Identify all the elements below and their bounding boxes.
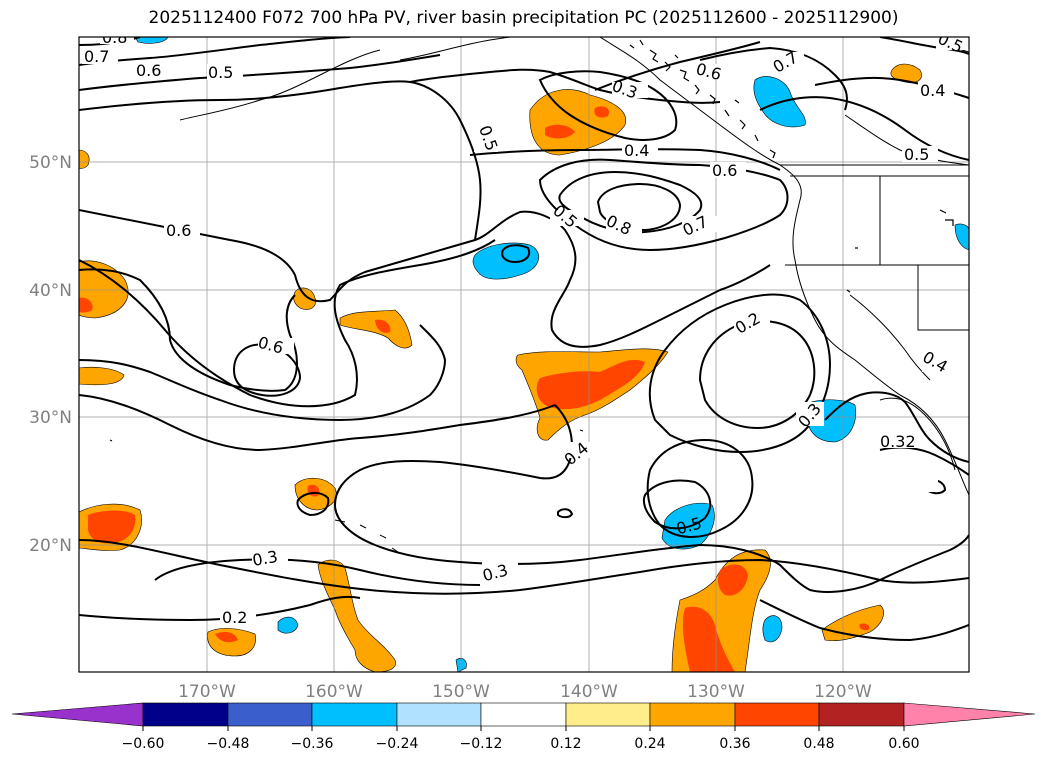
precip-area: [717, 564, 748, 596]
colorbar-segment: [480, 702, 567, 727]
precip-area: [682, 606, 735, 672]
precip-area: [472, 242, 539, 280]
lat-label: 50°N: [29, 153, 72, 173]
contour-label: 0.4: [920, 81, 945, 100]
contour-label: 0.5: [904, 145, 929, 164]
lat-label: 40°N: [29, 281, 72, 301]
precip-area: [277, 616, 299, 634]
lat-label: 30°N: [29, 408, 72, 428]
precip-area: [859, 623, 870, 631]
lon-label: 150°W: [432, 682, 490, 702]
precip-area: [339, 309, 413, 349]
contour-label: 0.6: [712, 161, 737, 180]
lon-label: 140°W: [560, 682, 618, 702]
precip-area: [536, 359, 645, 410]
contour-label: 0.8: [102, 28, 127, 47]
precip-area: [545, 124, 575, 139]
map-area: 0.8 0.7 0.6 0.5 0.5 0.3 0.6 0.7 0.4 0.5 …: [79, 28, 969, 672]
colorbar-segment: [396, 702, 482, 727]
lon-label: 160°W: [305, 682, 363, 702]
map-title: 2025112400 F072 700 hPa PV, river basin …: [148, 8, 899, 28]
colorbar-segment: [734, 702, 820, 727]
contour-label: 0.6: [166, 221, 191, 240]
precip-area: [207, 628, 256, 657]
precip-area: [79, 366, 125, 386]
colorbar-tick-label: 0.24: [634, 736, 665, 752]
contour-label: 0.6: [136, 61, 161, 80]
lon-label: 130°W: [687, 682, 745, 702]
map-frame: [78, 36, 970, 673]
precip-area: [762, 615, 783, 643]
colorbar: [11, 702, 1036, 727]
colorbar-segment: [649, 702, 736, 727]
precip-area: [88, 510, 136, 544]
colorbar-ticks: [142, 726, 905, 731]
contour-label: 0.6: [694, 59, 724, 84]
contour-label: 0.4: [624, 141, 649, 160]
colorbar-segment: [311, 702, 398, 727]
precip-area: [79, 297, 93, 313]
lon-label: 170°W: [178, 682, 236, 702]
precip-area: [954, 223, 969, 251]
precip-area: [529, 89, 627, 156]
pv-contours: [79, 37, 969, 642]
colorbar-extend-low: [11, 702, 144, 727]
colorbar-tick-label: −0.36: [291, 736, 334, 752]
colorbar-segment: [565, 702, 651, 727]
graticule: [79, 37, 969, 672]
contour-label: 0.3: [251, 547, 279, 570]
contour-label: 0.7: [84, 47, 109, 66]
colorbar-tick-label: −0.48: [207, 736, 250, 752]
colorbar-segment: [227, 702, 313, 727]
colorbar-extend-high: [903, 702, 1036, 727]
contour-label: 0.4: [919, 347, 951, 376]
contour-label: 0.32: [880, 432, 916, 451]
colorbar-tick-label: −0.12: [460, 736, 503, 752]
coastlines: [109, 37, 969, 553]
latitude-labels: 50°N 40°N 30°N 20°N: [29, 153, 72, 556]
colorbar-tick-label: 0.48: [803, 736, 834, 752]
colorbar-labels: −0.60 −0.48 −0.36 −0.24 −0.12 0.12 0.24 …: [122, 736, 920, 752]
colorbar-segment: [818, 702, 905, 727]
contour-label: 0.8: [603, 211, 634, 239]
lat-label: 20°N: [29, 536, 72, 556]
longitude-labels: 170°W 160°W 150°W 140°W 130°W 120°W: [178, 682, 872, 702]
precip-area: [375, 319, 391, 333]
precip-area: [79, 149, 90, 169]
contour-labels: 0.8 0.7 0.6 0.5 0.5 0.3 0.6 0.7 0.4 0.5 …: [82, 28, 966, 627]
coastline-islands: [629, 39, 954, 293]
contour-label: 0.2: [222, 608, 247, 627]
colorbar-segment: [142, 702, 229, 727]
colorbar-tick-label: 0.60: [888, 736, 919, 752]
precip-area: [215, 632, 238, 643]
colorbar-tick-label: −0.60: [122, 736, 165, 752]
colorbar-tick-label: 0.36: [719, 736, 750, 752]
lon-label: 120°W: [814, 682, 872, 702]
precip-area: [293, 287, 316, 310]
colorbar-tick-label: 0.12: [550, 736, 581, 752]
contour-label: 0.5: [208, 63, 233, 82]
precip-area: [317, 559, 396, 672]
precip-positive-areas: [79, 63, 922, 672]
precip-area: [594, 106, 609, 118]
precip-area: [890, 63, 922, 83]
colorbar-tick-label: −0.24: [376, 736, 419, 752]
